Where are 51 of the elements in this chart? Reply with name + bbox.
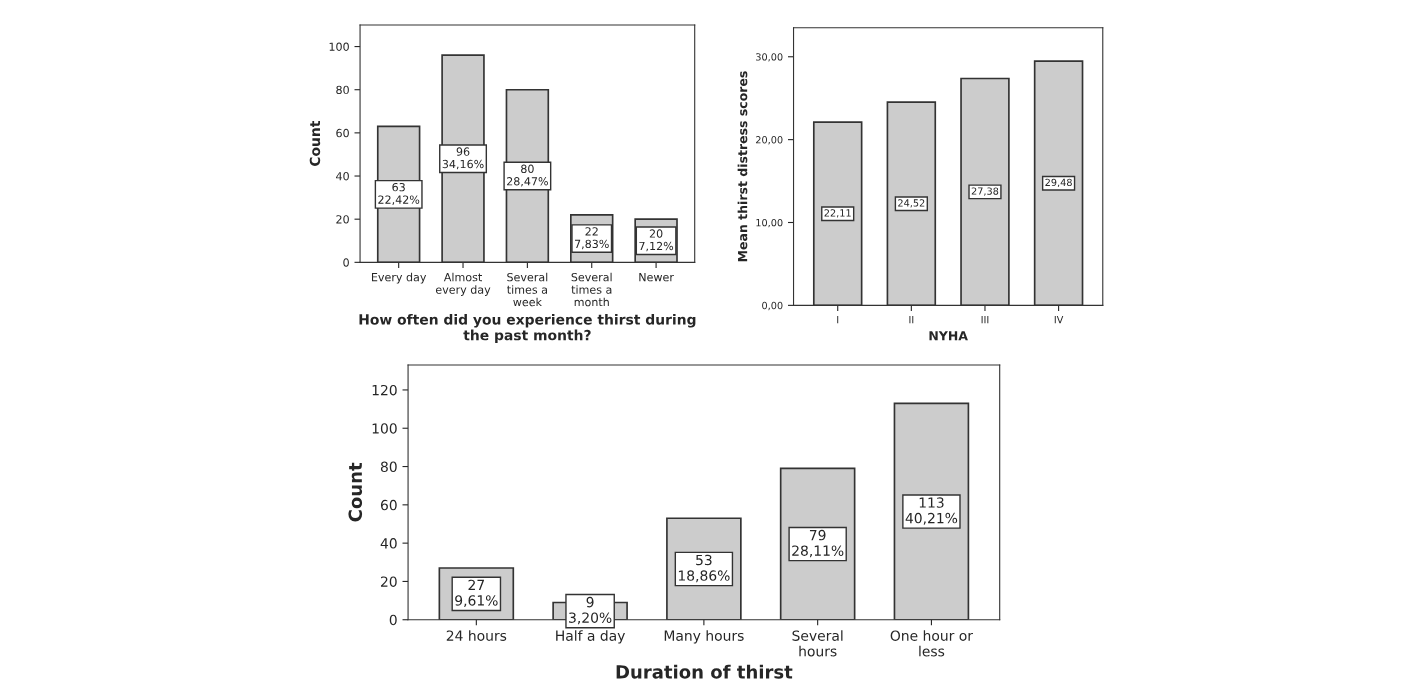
y-tick-label: 40	[336, 172, 349, 181]
data-label: 20 7,12%	[639, 229, 674, 252]
data-label: 79 28,11%	[792, 529, 844, 558]
data-label: 27,38	[971, 187, 999, 196]
y-tick-label: 0,00	[762, 301, 783, 311]
y-axis-title: Count	[348, 462, 363, 522]
x-tick-label: IV	[1054, 316, 1064, 324]
data-label: 113 40,21%	[905, 497, 958, 525]
x-tick-label: Half a day	[556, 630, 625, 644]
y-tick-label: 80	[336, 85, 349, 95]
y-axis-title: Mean thirst distress scores	[737, 71, 748, 262]
x-tick-label: Every day	[371, 272, 427, 284]
x-axis-title: NYHA	[929, 331, 968, 341]
data-label: 29,48	[1045, 178, 1072, 188]
y-tick-label: 80	[380, 461, 397, 473]
data-label: 53 18,86%	[678, 554, 730, 583]
x-tick-label: I	[837, 316, 839, 324]
x-tick-label: Several times a week	[507, 272, 548, 307]
x-tick-label: Many hours	[664, 630, 744, 644]
data-label: 22 7,83%	[575, 227, 609, 250]
y-tick-label: 10,00	[756, 218, 783, 228]
y-tick-label: 40	[380, 538, 397, 549]
data-label: 80 28,47%	[507, 164, 548, 187]
data-label: 63 22,42%	[378, 182, 420, 205]
data-label: 96 34,16%	[442, 147, 484, 170]
y-tick-label: 0	[389, 614, 397, 626]
x-tick-label: 24 hours	[446, 630, 507, 641]
x-axis-title: Duration of thirst	[616, 664, 793, 679]
y-tick-label: 20	[381, 576, 397, 587]
y-tick-label: 100	[372, 423, 397, 434]
x-tick-label: Several times a month	[571, 272, 612, 307]
x-tick-label: One hour or less	[890, 630, 973, 657]
y-tick-label: 0	[343, 258, 349, 267]
y-tick-label: 30,00	[756, 53, 783, 62]
data-label: 24,52	[898, 199, 925, 208]
data-label: 22,11	[824, 209, 851, 218]
y-axis-title: Count	[309, 120, 321, 167]
y-tick-label: 120	[372, 384, 397, 396]
y-tick-label: 20,00	[756, 136, 783, 145]
y-tick-label: 100	[329, 42, 349, 51]
x-tick-label: Almost every day	[435, 272, 491, 296]
data-label: 9 3,20%	[569, 596, 612, 625]
y-tick-label: 60	[380, 499, 397, 511]
y-tick-label: 60	[336, 128, 349, 138]
x-axis-title: How often did you experience thirst during the past month?	[359, 313, 696, 344]
x-tick-label: Newer	[639, 273, 674, 282]
x-tick-label: II	[909, 316, 914, 324]
y-tick-label: 20	[336, 215, 349, 224]
x-tick-label: III	[981, 316, 989, 324]
x-tick-label: Several hours	[792, 630, 843, 657]
data-label: 27 9,61%	[455, 579, 498, 608]
